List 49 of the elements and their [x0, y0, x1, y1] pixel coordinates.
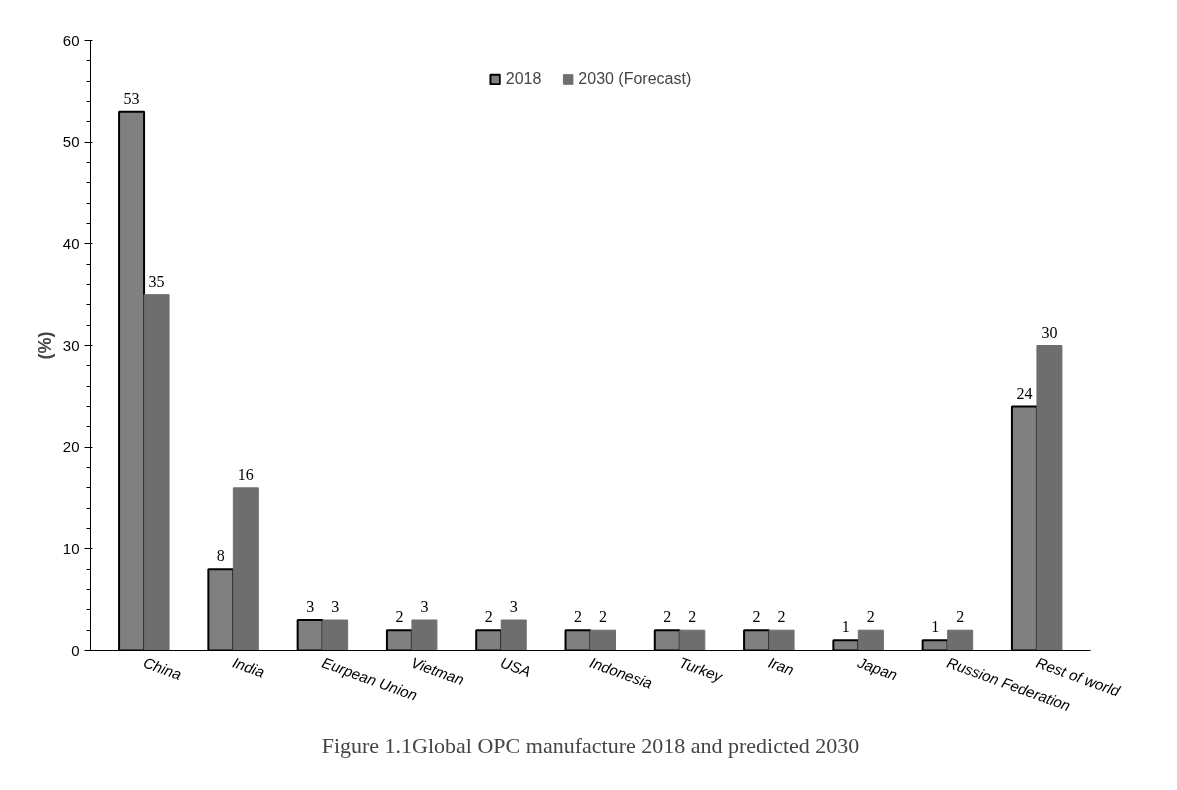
data-label: 2: [599, 608, 607, 626]
data-label: 2: [484, 608, 493, 626]
y-tick-label: 40: [62, 234, 80, 252]
x-tick-label: USA: [498, 653, 534, 681]
data-label: 2: [777, 608, 786, 626]
data-label: 2: [866, 608, 875, 626]
data-label: 2: [688, 608, 697, 626]
y-tick-label: 30: [62, 336, 80, 354]
y-tick-label: 20: [62, 438, 80, 456]
data-label: 2: [663, 608, 672, 626]
legend-label: 2030 (Forecast): [578, 70, 692, 88]
y-tick-label: 0: [71, 641, 80, 659]
y-tick-label: 10: [62, 539, 80, 557]
bar: [768, 629, 795, 651]
legend-label: 2018: [505, 70, 542, 88]
x-tick-label: Japan: [854, 653, 900, 684]
data-label: 2: [956, 608, 965, 626]
data-label: 8: [216, 547, 225, 565]
x-tick-label: India: [230, 653, 267, 681]
data-label: 35: [148, 272, 165, 290]
data-label: 16: [237, 465, 254, 483]
bar: [322, 619, 349, 651]
data-label: 24: [1016, 384, 1033, 402]
caption: Figure 1.1Global OPC manufacture 2018 and predicted 2030: [321, 732, 860, 758]
x-tick-label: China: [141, 653, 184, 683]
bar: [411, 619, 438, 651]
data-label: 2: [574, 608, 582, 626]
bar: [590, 629, 616, 651]
data-label: 3: [306, 598, 315, 615]
data-label: 1: [931, 618, 940, 636]
x-tick-label: Iran: [766, 653, 797, 679]
data-label: 1: [841, 618, 850, 636]
bar: [1036, 345, 1063, 651]
bar: [143, 294, 170, 651]
y-tick-label: 50: [62, 133, 80, 151]
data-label: 3: [420, 598, 429, 615]
bar: [500, 619, 527, 651]
bar: [679, 629, 706, 651]
data-label: 53: [123, 89, 140, 107]
data-label: 3: [331, 598, 340, 615]
y-tick-label: 60: [62, 31, 80, 49]
bar: [857, 629, 884, 651]
bar: [232, 487, 259, 651]
data-label: 2: [752, 608, 761, 626]
data-label: 30: [1041, 323, 1058, 341]
bar: [947, 629, 974, 651]
y-axis-title: (%): [34, 331, 55, 360]
data-label: 2: [395, 608, 404, 626]
data-label: 3: [509, 598, 518, 615]
